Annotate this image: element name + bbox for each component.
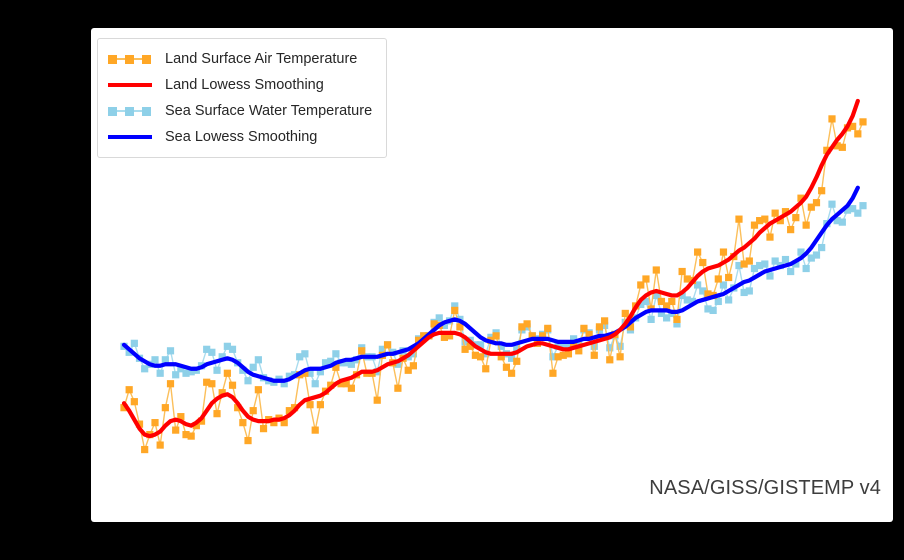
legend-label: Land Surface Air Temperature — [165, 50, 358, 67]
legend-label: Land Lowess Smoothing — [165, 76, 324, 93]
series-sea-smooth — [121, 185, 860, 383]
source-annotation: NASA/GISS/GISTEMP v4 — [649, 477, 881, 499]
legend-item-land-lowess-smoothing[interactable]: Land Lowess Smoothing — [107, 72, 372, 98]
legend-marker-line-icon — [107, 51, 153, 67]
series-land-smooth — [121, 98, 860, 439]
chart-legend: Land Surface Air Temperature Land Lowess… — [97, 38, 388, 158]
legend-marker-line-icon — [107, 103, 153, 119]
legend-item-land-surface-air-temperature[interactable]: Land Surface Air Temperature — [107, 46, 372, 72]
legend-item-sea-lowess-smoothing[interactable]: Sea Lowess Smoothing — [107, 124, 372, 150]
series-land-raw — [120, 115, 867, 454]
legend-line-icon — [107, 129, 153, 145]
legend-item-sea-surface-water-temperature[interactable]: Sea Surface Water Temperature — [107, 98, 372, 124]
plot-area: Land Surface Air Temperature Land Lowess… — [91, 28, 893, 522]
chart-canvas — [120, 98, 867, 454]
legend-line-icon — [107, 77, 153, 93]
legend-label: Sea Lowess Smoothing — [165, 128, 318, 145]
legend-label: Sea Surface Water Temperature — [165, 102, 373, 119]
